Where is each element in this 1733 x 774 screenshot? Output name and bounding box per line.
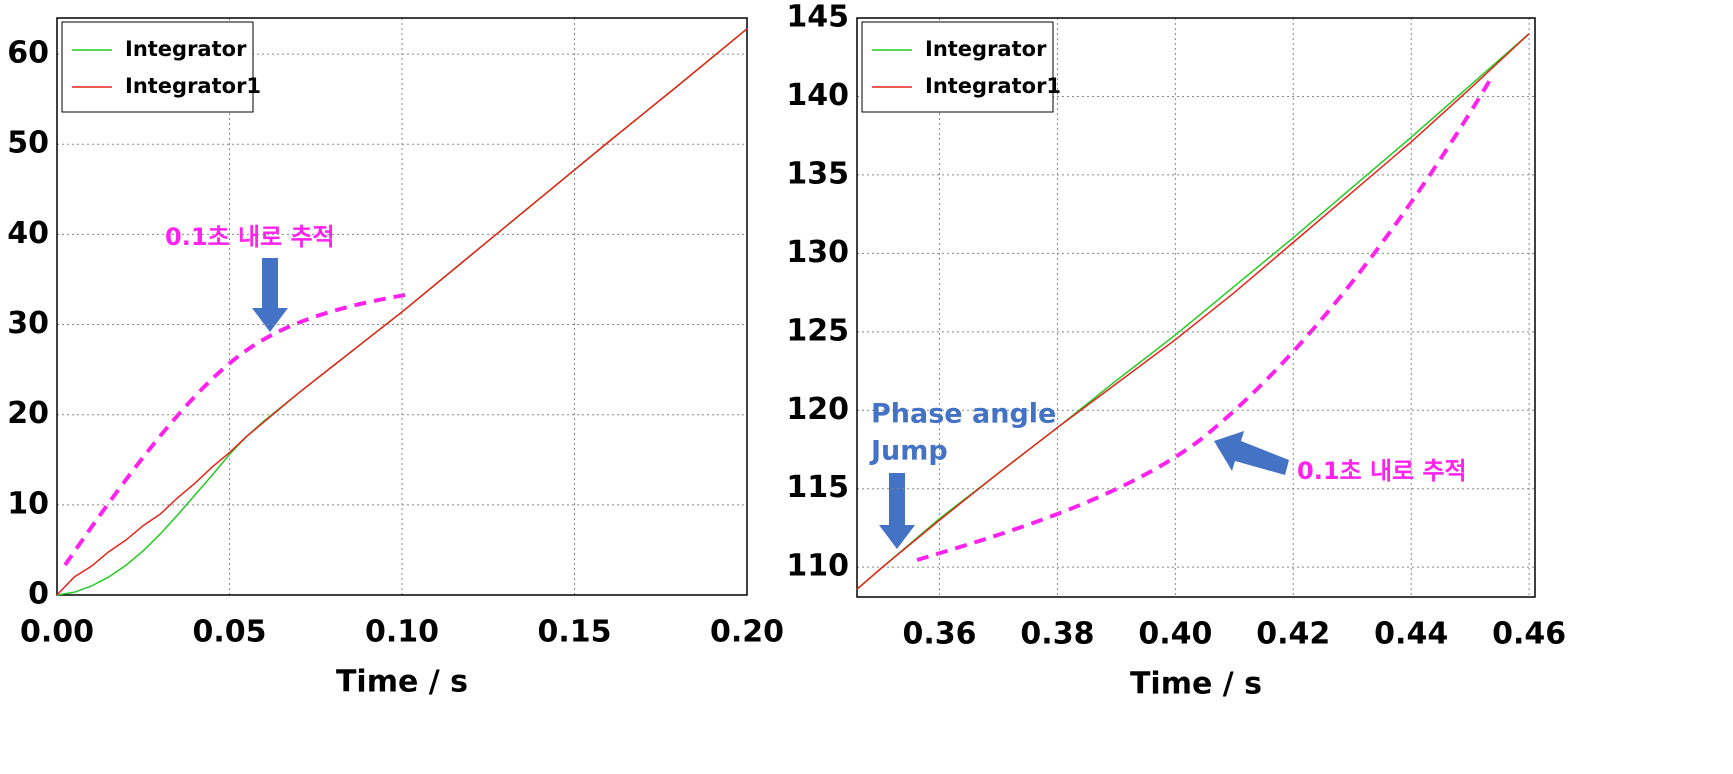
legend-box [861,21,1054,113]
annotation: 0.1초 내로 추적 [1297,457,1467,485]
y-tick-label: 125 [786,313,849,348]
y-tick-label: 0 [28,577,49,612]
annotation-arrow [1214,431,1289,475]
x-tick-label: 0.40 [1138,617,1212,652]
plot-frame [56,17,748,596]
x-tick-label: 0.46 [1492,617,1566,652]
legend-label: Integrator1 [125,74,261,98]
x-tick-label: 0.20 [710,615,784,650]
y-tick-label: 145 [786,0,849,35]
x-tick-label: 0.44 [1374,617,1448,652]
x-tick-label: 0.36 [903,617,977,652]
legend-box [61,21,254,113]
legend-label: Integrator [925,37,1047,61]
y-tick-label: 20 [7,396,49,431]
x-tick-label: 0.10 [365,615,439,650]
x-tick-label: 0.38 [1020,617,1094,652]
y-tick-label: 40 [7,216,49,251]
series-line [856,33,1530,590]
plot-frame [856,17,1536,598]
annotation: Phase angle [871,399,1056,430]
y-tick-label: 10 [7,486,49,521]
y-tick-label: 115 [786,470,849,505]
x-axis-label: Time / s [1130,667,1262,702]
y-tick-label: 135 [786,156,849,191]
y-tick-label: 30 [7,306,49,341]
annotation-arrow [879,473,915,549]
series-line [56,28,748,596]
y-tick-label: 50 [7,126,49,161]
x-tick-label: 0.05 [192,615,266,650]
y-tick-label: 130 [786,235,849,270]
x-tick-label: 0.42 [1256,617,1330,652]
annotation-curve [63,293,406,567]
annotation-curve [916,78,1492,562]
y-tick-label: 60 [7,36,49,71]
y-tick-label: 120 [786,392,849,427]
x-axis-label: Time / s [336,665,468,700]
annotation-arrow [252,258,288,332]
legend-label: Integrator [125,37,247,61]
x-tick-label: 0.15 [537,615,611,650]
y-tick-label: 110 [786,549,849,584]
series-line [856,33,1530,590]
x-tick-label: 0.00 [20,615,94,650]
legend-label: Integrator1 [925,74,1061,98]
annotation: 0.1초 내로 추적 [165,223,335,251]
y-tick-label: 140 [786,78,849,113]
annotation: Jump [869,436,948,467]
